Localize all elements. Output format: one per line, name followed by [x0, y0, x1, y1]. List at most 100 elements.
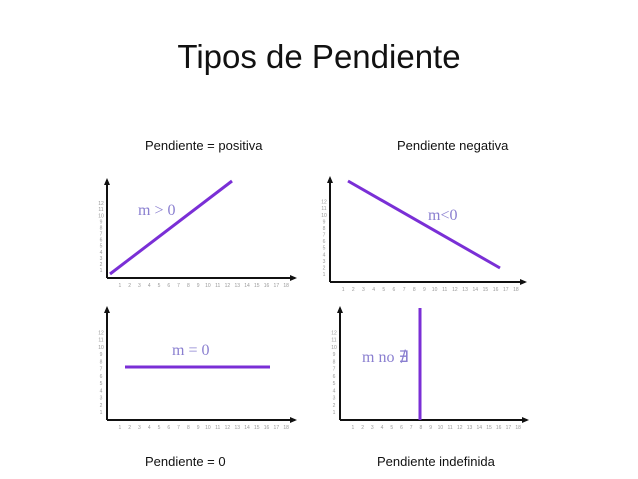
x-tick-label: 18 — [283, 425, 289, 431]
slope-annotation: m<0 — [428, 207, 457, 224]
y-tick-label: 6 — [100, 374, 103, 380]
slope-annotation: m no ∄ — [362, 349, 409, 366]
x-tick-label: 2 — [128, 425, 131, 431]
x-tick-label: 15 — [254, 283, 260, 289]
y-tick-label: 4 — [323, 252, 326, 258]
y-tick-label: 2 — [100, 403, 103, 409]
x-tick-label: 8 — [420, 425, 423, 431]
y-tick-label: 11 — [331, 338, 336, 344]
y-tick-label: 2 — [323, 265, 326, 271]
slide-title: Tipos de Pendiente — [177, 38, 461, 75]
y-tick-label: 11 — [98, 207, 103, 213]
x-tick-label: 13 — [234, 425, 240, 431]
x-tick-label: 7 — [177, 425, 180, 431]
y-tick-label: 4 — [100, 388, 103, 394]
x-tick-label: 9 — [197, 283, 200, 289]
y-tick-label: 8 — [323, 226, 326, 232]
y-tick-label: 3 — [100, 396, 103, 402]
x-tick-label: 5 — [158, 283, 161, 289]
y-tick-label: 5 — [323, 246, 326, 252]
x-tick-label: 11 — [215, 283, 220, 289]
y-tick-label: 4 — [100, 250, 103, 256]
y-tick-label: 4 — [333, 388, 336, 394]
y-axis-arrow-icon — [104, 306, 110, 313]
y-tick-label: 7 — [323, 233, 326, 239]
y-tick-label: 5 — [100, 381, 103, 387]
x-tick-label: 17 — [503, 287, 509, 293]
x-tick-label: 18 — [283, 283, 289, 289]
x-tick-label: 13 — [234, 283, 240, 289]
x-tick-label: 2 — [128, 283, 131, 289]
x-tick-label: 11 — [447, 425, 452, 431]
x-tick-label: 13 — [462, 287, 468, 293]
x-tick-label: 7 — [403, 287, 406, 293]
x-tick-label: 12 — [457, 425, 463, 431]
x-tick-label: 16 — [493, 287, 499, 293]
x-tick-label: 6 — [167, 283, 170, 289]
y-tick-label: 3 — [333, 396, 336, 402]
y-tick-label: 2 — [333, 403, 336, 409]
x-tick-label: 2 — [361, 425, 364, 431]
y-tick-label: 7 — [100, 232, 103, 238]
y-tick-label: 8 — [100, 359, 103, 365]
y-tick-label: 8 — [333, 359, 336, 365]
y-tick-label: 8 — [100, 225, 103, 231]
x-tick-label: 15 — [483, 287, 489, 293]
y-tick-label: 1 — [100, 410, 103, 416]
x-tick-label: 15 — [254, 425, 260, 431]
x-tick-label: 14 — [472, 287, 478, 293]
y-axis-arrow-icon — [104, 178, 110, 185]
y-tick-label: 3 — [100, 256, 103, 262]
y-tick-label: 9 — [100, 219, 103, 225]
y-tick-label: 11 — [321, 206, 326, 212]
x-tick-label: 5 — [158, 425, 161, 431]
x-tick-label: 16 — [496, 425, 502, 431]
x-tick-label: 8 — [187, 283, 190, 289]
x-tick-label: 18 — [515, 425, 521, 431]
x-tick-label: 10 — [205, 425, 211, 431]
y-tick-label: 7 — [333, 367, 336, 373]
y-tick-label: 3 — [323, 259, 326, 265]
y-tick-label: 6 — [323, 239, 326, 245]
x-tick-label: 3 — [371, 425, 374, 431]
y-tick-label: 5 — [333, 381, 336, 387]
y-tick-label: 12 — [331, 330, 337, 336]
y-tick-label: 6 — [100, 238, 103, 244]
x-tick-label: 1 — [118, 425, 121, 431]
x-tick-label: 5 — [390, 425, 393, 431]
x-tick-label: 9 — [429, 425, 432, 431]
x-tick-label: 9 — [423, 287, 426, 293]
x-tick-label: 4 — [381, 425, 384, 431]
x-tick-label: 10 — [205, 283, 211, 289]
y-tick-label: 1 — [333, 410, 336, 416]
x-tick-label: 16 — [264, 425, 270, 431]
y-tick-label: 11 — [98, 338, 103, 344]
x-tick-label: 3 — [138, 425, 141, 431]
x-tick-label: 8 — [413, 287, 416, 293]
x-tick-label: 11 — [215, 425, 220, 431]
label-zero: Pendiente = 0 — [145, 454, 226, 469]
y-tick-label: 1 — [100, 268, 103, 274]
x-tick-label: 4 — [372, 287, 375, 293]
y-tick-label: 10 — [331, 345, 337, 351]
x-tick-label: 10 — [438, 425, 444, 431]
slope-annotation: m = 0 — [172, 342, 209, 359]
y-tick-label: 7 — [100, 367, 103, 373]
y-axis-arrow-icon — [337, 306, 343, 313]
x-tick-label: 17 — [506, 425, 512, 431]
y-tick-label: 6 — [333, 374, 336, 380]
y-tick-label: 10 — [98, 213, 104, 219]
x-tick-label: 17 — [274, 425, 280, 431]
y-axis-arrow-icon — [327, 176, 333, 183]
x-tick-label: 5 — [382, 287, 385, 293]
x-tick-label: 14 — [244, 283, 250, 289]
x-tick-label: 1 — [351, 425, 354, 431]
x-tick-label: 15 — [486, 425, 492, 431]
x-tick-label: 4 — [148, 283, 151, 289]
x-tick-label: 12 — [225, 425, 231, 431]
y-tick-label: 12 — [98, 330, 104, 336]
y-tick-label: 10 — [321, 213, 327, 219]
slope-line — [347, 179, 501, 270]
x-tick-label: 16 — [264, 283, 270, 289]
